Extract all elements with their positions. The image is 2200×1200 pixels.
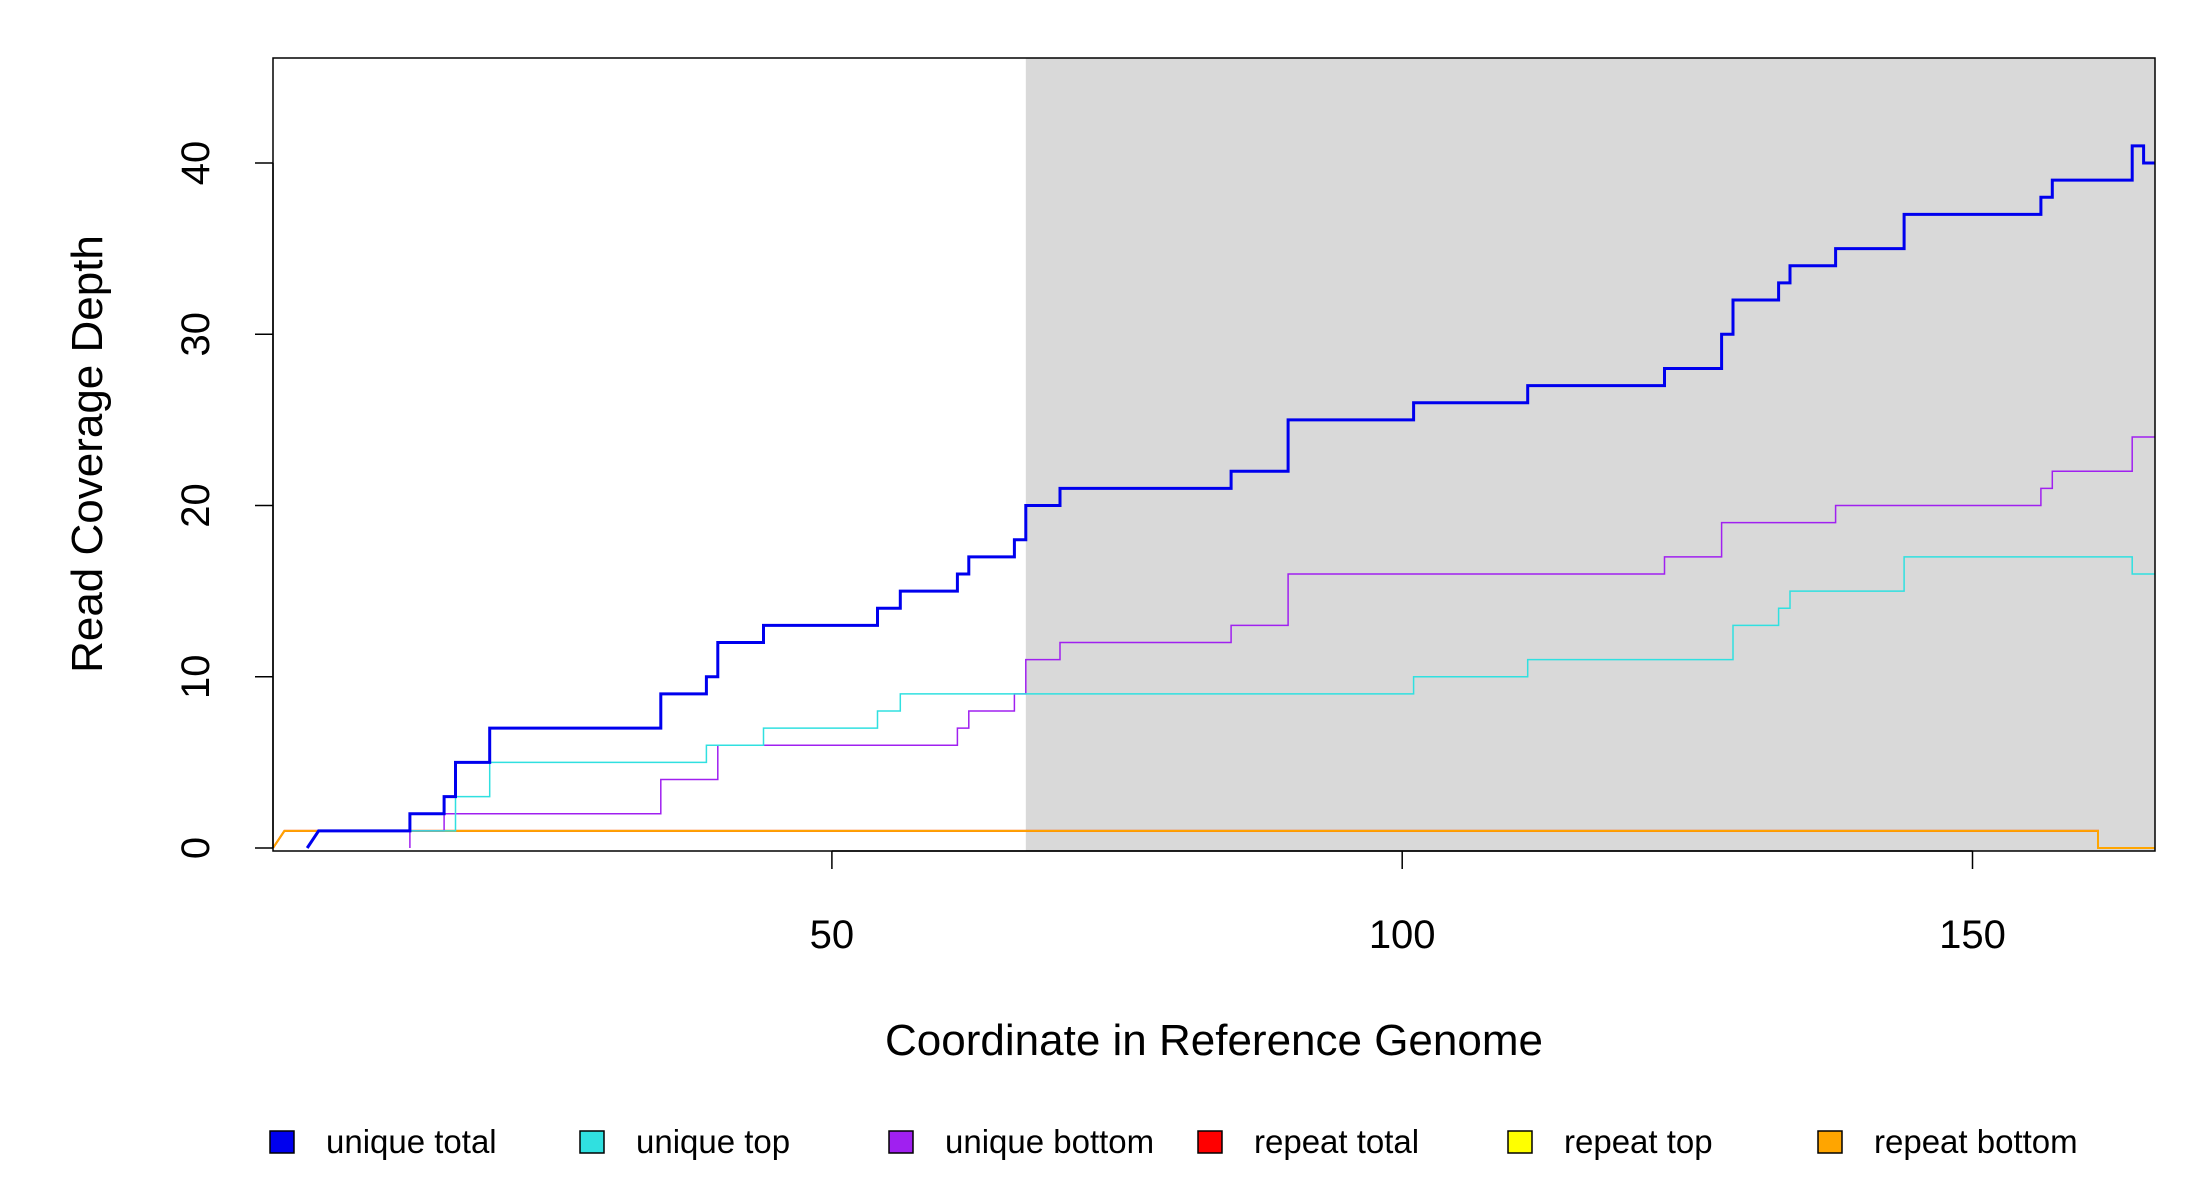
y-tick-label: 0 <box>174 837 218 859</box>
legend-swatch <box>579 1130 605 1154</box>
x-axis-label: Coordinate in Reference Genome <box>885 1016 1543 1065</box>
y-tick-label: 40 <box>174 141 218 186</box>
legend-swatch <box>269 1130 295 1154</box>
legend-label: repeat top <box>1564 1123 1713 1160</box>
legend-swatch <box>1507 1130 1533 1154</box>
y-axis: 0 10 20 30 40 <box>174 141 274 859</box>
series-line-unique-total <box>305 144 2155 849</box>
highlight-region <box>1025 58 2155 851</box>
legend-swatch <box>888 1130 914 1154</box>
x-axis: 50 100 150 <box>810 850 2006 957</box>
legend-swatch <box>1197 1130 1223 1154</box>
y-tick-label: 20 <box>174 483 218 528</box>
series-line-unique-top <box>306 556 2155 849</box>
legend-swatch <box>1817 1130 1843 1154</box>
legend-label: unique top <box>636 1123 790 1160</box>
x-tick-label: 50 <box>810 913 855 957</box>
y-tick-label: 30 <box>174 312 218 357</box>
legend: unique total unique top unique bottom repea… <box>269 1123 2078 1160</box>
x-tick-label: 100 <box>1369 913 1436 957</box>
legend-label: repeat total <box>1254 1123 1419 1160</box>
legend-label: unique total <box>326 1123 497 1160</box>
legend-label: repeat bottom <box>1874 1123 2078 1160</box>
x-tick-label: 150 <box>1939 913 2006 957</box>
y-axis-label: Read Coverage Depth <box>63 235 112 673</box>
series-line-unique-bottom <box>409 436 2155 848</box>
series-layer <box>272 144 2155 849</box>
y-tick-label: 10 <box>174 655 218 700</box>
legend-label: unique bottom <box>945 1123 1154 1160</box>
series-line-repeat-bottom <box>272 829 2155 849</box>
